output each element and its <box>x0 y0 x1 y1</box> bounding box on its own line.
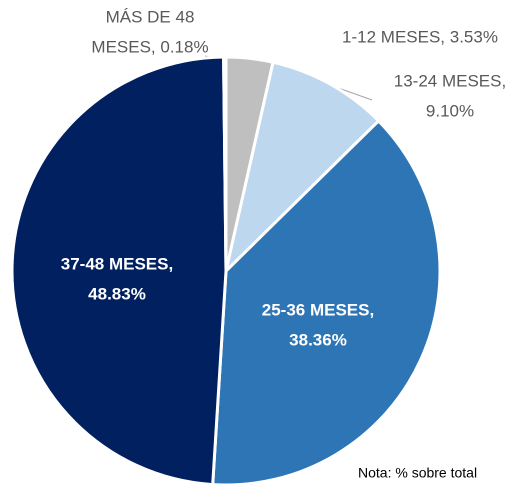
pie-slice <box>223 60 381 276</box>
pie-slice <box>222 55 228 272</box>
data-label: 9.10% <box>426 101 474 120</box>
note: Nota: % sobre total <box>358 465 477 481</box>
data-label: 13-24 MESES, <box>394 71 506 90</box>
pie-slice <box>10 55 228 486</box>
data-label: 25-36 MESES, <box>262 300 374 319</box>
data-label: 38.36% <box>289 330 347 349</box>
data-label: MÁS DE 48 <box>106 7 195 26</box>
data-label: 37-48 MESES, <box>61 254 173 273</box>
data-label: 48.83% <box>88 284 146 303</box>
pie-slice <box>211 118 442 486</box>
data-label: 1-12 MESES, 3.53% <box>342 27 498 46</box>
data-label: MESES, 0.18% <box>91 37 208 56</box>
